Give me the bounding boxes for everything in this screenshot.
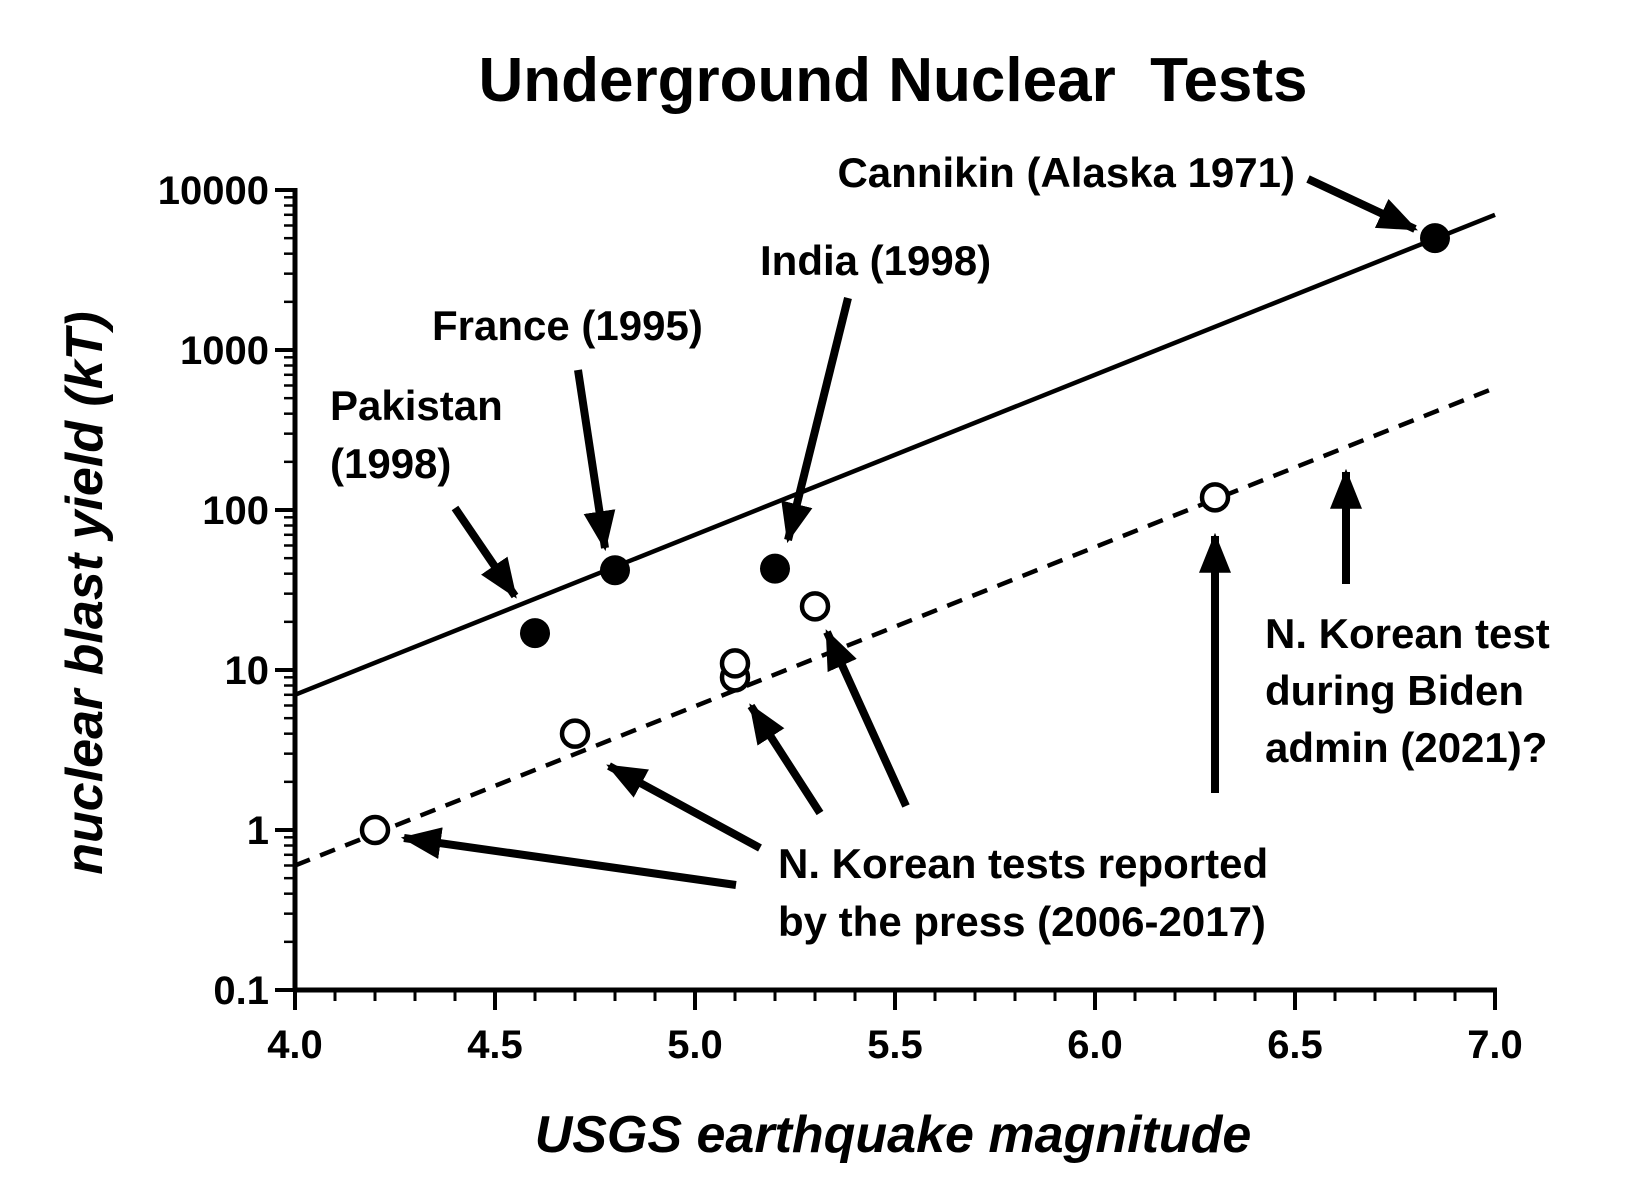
x-tick-label: 7.0 (1467, 1023, 1523, 1067)
annotations: Cannikin (Alaska 1971) India (1998) France… (330, 149, 1550, 945)
x-tick-label: 5.5 (867, 1023, 923, 1067)
press-arrow-3 (747, 703, 824, 816)
chart-title: Underground Nuclear Tests (478, 46, 1307, 115)
cannikin-arrow (1306, 175, 1418, 233)
annotation-biden-test: N. Korean test during Biden admin (2021)? (1265, 610, 1550, 771)
pakistan-arrow (451, 505, 519, 599)
france-arrow (574, 369, 616, 552)
filled-data-point (600, 555, 630, 586)
annotation-cannikin-line: Cannikin (Alaska 1971) (837, 149, 1295, 196)
annotation-india-line: India (1998) (760, 237, 991, 284)
annotation-press-tests: N. Korean tests reported by the press (20… (778, 840, 1268, 945)
x-tick-label: 4.5 (467, 1023, 523, 1067)
filled-data-point (520, 618, 550, 649)
x-tick-label: 5.0 (667, 1023, 723, 1067)
press-arrow-1 (400, 827, 737, 889)
annotation-pakistan-line: (1998) (330, 440, 451, 487)
open-data-point (719, 648, 751, 679)
annotation-france: France (1995) (432, 302, 703, 349)
filled-data-point (760, 553, 790, 584)
annotation-biden-test-line: during Biden (1265, 667, 1524, 714)
press-arrow-4 (823, 629, 910, 808)
x-tick-label: 6.0 (1067, 1023, 1123, 1067)
open-data-point (1199, 482, 1231, 513)
y-tick-label: 100 (202, 489, 269, 533)
data-points (359, 223, 1450, 846)
y-tick-label: 10000 (158, 169, 269, 213)
annotation-france-line: France (1995) (432, 302, 703, 349)
solid-fit-line (294, 212, 1496, 697)
press-arrow-2 (606, 762, 762, 852)
annotation-pakistan: Pakistan (1998) (330, 382, 503, 487)
annotation-biden-test-line: N. Korean test (1265, 610, 1550, 657)
x-tick-label: 6.5 (1267, 1023, 1323, 1067)
annotation-cannikin: Cannikin (Alaska 1971) (837, 149, 1295, 196)
y-tick-label: 0.1 (213, 969, 269, 1013)
y-tick-label: 10 (225, 649, 270, 693)
fit-lines (294, 212, 1496, 868)
x-axis-title: USGS earthquake magnitude (535, 1106, 1252, 1164)
annotation-press-tests-line: by the press (2006-2017) (778, 898, 1266, 945)
annotation-biden-test-line: admin (2021)? (1265, 724, 1547, 771)
open-data-point (559, 718, 591, 749)
y-tick-label: 1 (247, 809, 269, 853)
annotation-press-tests-line: N. Korean tests reported (778, 840, 1268, 887)
ticks: 4.0 4.5 5.0 5.5 6.0 6.5 7.0 0.1 1 10 100 1000 10000 (158, 169, 1523, 1067)
annotation-india: India (1998) (760, 237, 991, 284)
filled-data-point (1420, 223, 1450, 254)
annotation-arrows (400, 175, 1418, 889)
open-data-point (799, 591, 831, 622)
annotation-pakistan-line: Pakistan (330, 382, 503, 429)
y-tick-label: 1000 (180, 329, 269, 373)
y-axis-title: nuclear blast yield (kT) (56, 311, 114, 875)
india-arrow (781, 297, 852, 544)
open-data-point (359, 814, 391, 846)
x-tick-label: 4.0 (267, 1023, 323, 1067)
